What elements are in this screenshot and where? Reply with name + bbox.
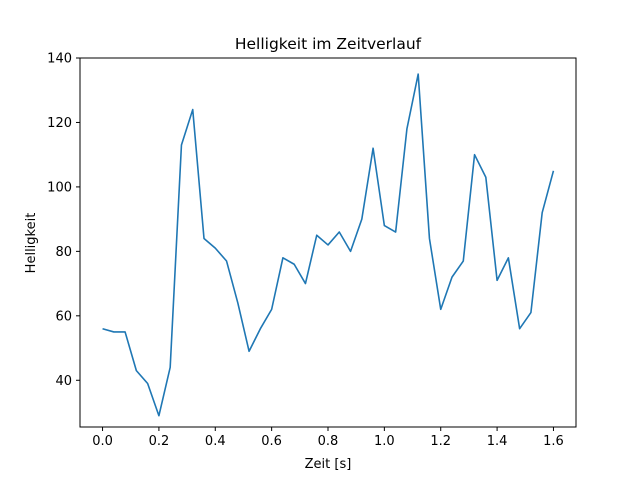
y-tick-label: 40 [55, 374, 72, 389]
plot-area [102, 73, 555, 417]
x-tick-label: 0.2 [149, 434, 170, 449]
x-tick-label: 1.2 [430, 434, 451, 449]
x-tick-label: 1.4 [487, 434, 508, 449]
x-tick-label: 0.6 [261, 434, 282, 449]
y-tick-label: 100 [47, 180, 72, 195]
y-axis-title: Helligkeit [24, 213, 39, 274]
y-tick-label: 80 [55, 245, 72, 260]
x-tick-label: 0.0 [92, 434, 113, 449]
y-axis: 40 60 80 100 120 140 [47, 52, 80, 389]
x-tick-label: 0.8 [318, 434, 339, 449]
x-tick-label: 1.6 [543, 434, 564, 449]
x-axis: 0.0 0.2 0.4 0.6 0.8 1.0 1.2 1.4 1.6 [92, 427, 564, 449]
y-tick-label: 60 [55, 309, 72, 324]
chart-title: Helligkeit im Zeitverlauf [235, 35, 422, 53]
y-tick-label: 140 [47, 52, 72, 67]
y-tick-label: 120 [47, 116, 72, 131]
x-tick-label: 0.4 [205, 434, 226, 449]
series-line [102, 73, 555, 417]
x-axis-title: Zeit [s] [305, 457, 352, 472]
x-tick-label: 1.0 [374, 434, 395, 449]
